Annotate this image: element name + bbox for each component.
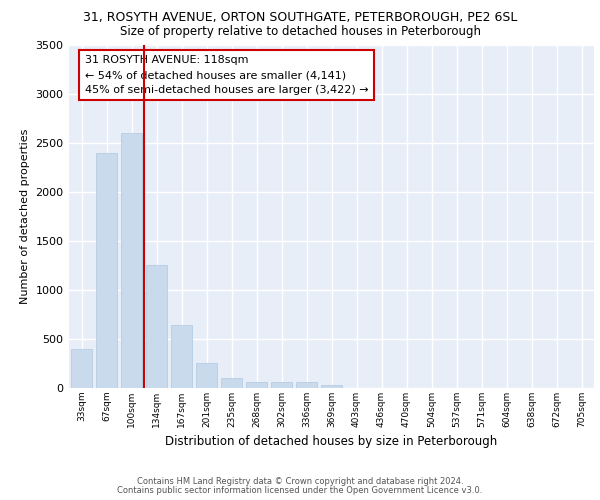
Bar <box>321 384 342 388</box>
Y-axis label: Number of detached properties: Number of detached properties <box>20 128 30 304</box>
Text: Contains HM Land Registry data © Crown copyright and database right 2024.: Contains HM Land Registry data © Crown c… <box>137 477 463 486</box>
Bar <box>171 325 192 388</box>
Bar <box>296 382 317 388</box>
Bar <box>121 133 142 388</box>
Bar <box>271 382 292 388</box>
Bar <box>96 152 117 388</box>
Bar <box>221 378 242 388</box>
Text: Size of property relative to detached houses in Peterborough: Size of property relative to detached ho… <box>119 25 481 38</box>
Bar <box>246 382 267 388</box>
X-axis label: Distribution of detached houses by size in Peterborough: Distribution of detached houses by size … <box>166 435 497 448</box>
Bar <box>196 362 217 388</box>
Bar <box>71 350 92 388</box>
Bar <box>146 265 167 388</box>
Text: Contains public sector information licensed under the Open Government Licence v3: Contains public sector information licen… <box>118 486 482 495</box>
Text: 31 ROSYTH AVENUE: 118sqm
← 54% of detached houses are smaller (4,141)
45% of sem: 31 ROSYTH AVENUE: 118sqm ← 54% of detach… <box>85 56 368 95</box>
Text: 31, ROSYTH AVENUE, ORTON SOUTHGATE, PETERBOROUGH, PE2 6SL: 31, ROSYTH AVENUE, ORTON SOUTHGATE, PETE… <box>83 11 517 24</box>
